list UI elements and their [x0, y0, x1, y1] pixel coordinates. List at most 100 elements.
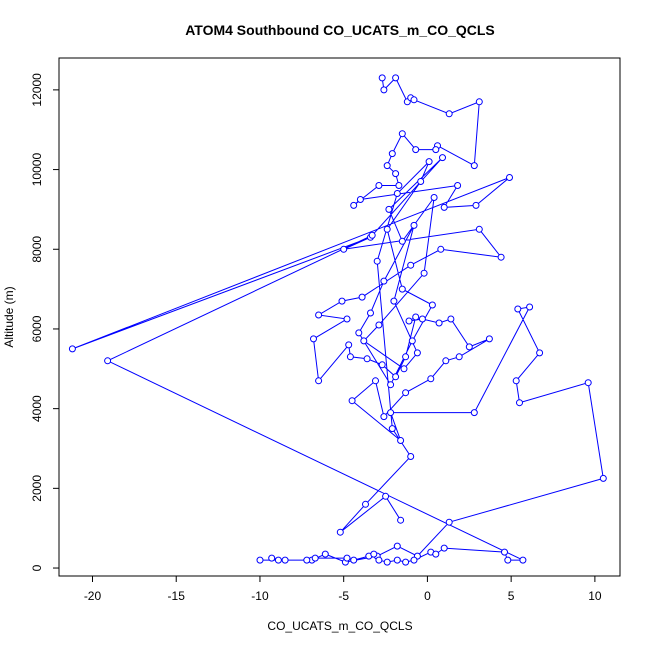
data-point [378, 74, 386, 82]
data-point [393, 556, 401, 564]
data-point [388, 150, 396, 158]
data-point [407, 453, 415, 460]
data-point [343, 315, 351, 323]
x-axis: -20 -15 -10 -5 0 5 10 [84, 575, 602, 603]
data-point [472, 201, 480, 209]
y-tick-label: 12000 [30, 73, 44, 107]
data-point [405, 317, 413, 325]
data-point [338, 297, 346, 305]
data-point [536, 349, 544, 357]
y-tick-label: 10000 [30, 153, 44, 187]
data-point [393, 542, 401, 550]
data-point [412, 146, 420, 154]
data-point [516, 399, 523, 407]
y-axis: 0 2000 4000 6000 8000 10000 12000 [30, 73, 60, 571]
data-point [315, 377, 323, 385]
data-point [402, 558, 410, 566]
y-tick-label: 2000 [30, 475, 44, 502]
data-point [358, 293, 366, 301]
data-point [367, 309, 374, 317]
data-point [410, 221, 418, 229]
data-point [350, 201, 358, 209]
data-point [380, 413, 388, 421]
y-axis-label: Altitude (m) [2, 286, 16, 347]
data-point [387, 409, 395, 417]
y-tick-label: 6000 [30, 315, 44, 342]
data-point [375, 182, 383, 189]
data-point [372, 377, 379, 385]
chart-title: ATOM4 Southbound CO_UCATS_m_CO_QCLS [185, 22, 495, 38]
data-point [395, 182, 403, 189]
data-point [400, 365, 408, 373]
data-point [383, 162, 391, 170]
data-point [447, 315, 455, 323]
data-point [336, 528, 344, 536]
data-point [445, 110, 453, 118]
data-point [274, 556, 282, 564]
data-point [68, 345, 76, 353]
data-point [417, 178, 425, 185]
data-point [311, 554, 319, 562]
data-point [397, 516, 405, 524]
data-point [256, 556, 264, 564]
data-point [475, 98, 483, 106]
data-point [363, 355, 371, 363]
data-point [348, 397, 356, 405]
data-point [392, 170, 400, 178]
data-point [398, 130, 406, 138]
data-point [380, 277, 388, 285]
data-point [343, 554, 351, 562]
data-point [435, 319, 443, 327]
data-point [407, 261, 415, 269]
data-point [368, 231, 376, 239]
data-point [437, 245, 445, 253]
data-point [382, 492, 390, 500]
x-tick-label: -20 [84, 589, 102, 603]
data-point [393, 190, 401, 197]
data-point [485, 335, 493, 343]
y-tick-label: 8000 [30, 236, 44, 263]
data-point [418, 315, 426, 323]
data-point [392, 373, 400, 381]
data-point [408, 337, 416, 345]
data-point [387, 381, 395, 389]
data-point [440, 544, 448, 552]
data-point [398, 237, 406, 245]
data-point [370, 550, 378, 558]
data-point [346, 353, 354, 361]
data-point [427, 375, 435, 383]
data-point [432, 146, 440, 154]
data-point [373, 257, 381, 265]
data-point [388, 425, 396, 433]
x-tick-label: -5 [338, 589, 349, 603]
data-point [402, 389, 410, 397]
data-point [340, 245, 348, 253]
data-point [350, 556, 358, 564]
data-point [439, 154, 446, 162]
data-point [402, 353, 410, 361]
data-point [428, 301, 436, 309]
data-point [345, 341, 353, 349]
data-point [430, 194, 438, 201]
series-layer [68, 74, 607, 566]
data-point [383, 225, 391, 233]
data-point [470, 162, 478, 170]
x-tick-label: -15 [168, 589, 186, 603]
x-tick-label: 0 [424, 589, 431, 603]
data-point [445, 518, 453, 526]
data-point [432, 550, 440, 558]
data-point [465, 343, 473, 351]
data-point [378, 361, 386, 369]
data-point [315, 311, 323, 319]
data-point [506, 174, 513, 181]
x-tick-label: 10 [588, 589, 602, 603]
data-point [420, 269, 428, 277]
data-point [425, 158, 433, 166]
data-point [355, 329, 363, 337]
data-point [410, 96, 418, 104]
data-point [362, 500, 369, 508]
data-point [497, 253, 505, 261]
x-tick-label: 5 [508, 589, 515, 603]
